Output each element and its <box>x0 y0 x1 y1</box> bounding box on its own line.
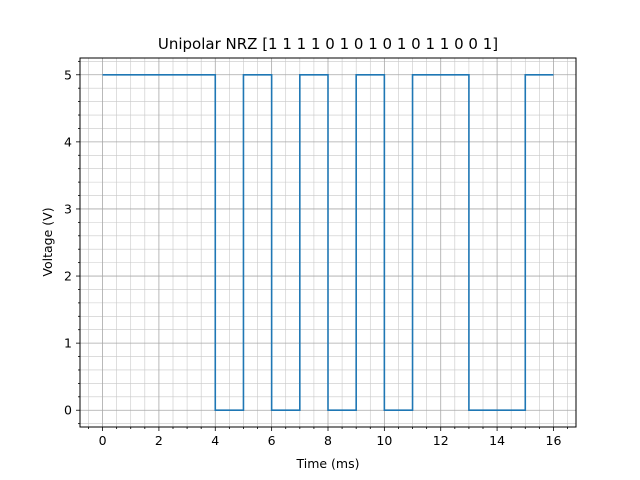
x-axis-label: Time (ms) <box>295 456 359 471</box>
y-tick-label: 4 <box>64 134 72 149</box>
y-axis-label: Voltage (V) <box>40 207 55 276</box>
x-tick-label: 16 <box>546 433 562 448</box>
x-tick-label: 0 <box>99 433 107 448</box>
x-tick-label: 8 <box>324 433 332 448</box>
y-tick-label: 0 <box>64 403 72 418</box>
y-tick-label: 2 <box>64 269 72 284</box>
signal-line <box>102 73 554 412</box>
signal-series <box>102 73 554 412</box>
chart-title: Unipolar NRZ [1 1 1 1 0 1 0 1 0 1 0 1 1 … <box>158 35 498 53</box>
x-tick-label: 4 <box>211 433 219 448</box>
x-tick-label: 6 <box>268 433 276 448</box>
x-tick-label: 2 <box>155 433 163 448</box>
y-tick-label: 1 <box>64 336 72 351</box>
x-tick-label: 10 <box>376 433 392 448</box>
x-tick-label: 12 <box>433 433 449 448</box>
y-tick-label: 5 <box>64 67 72 82</box>
x-tick-label: 14 <box>489 433 505 448</box>
y-tick-label: 3 <box>64 201 72 216</box>
